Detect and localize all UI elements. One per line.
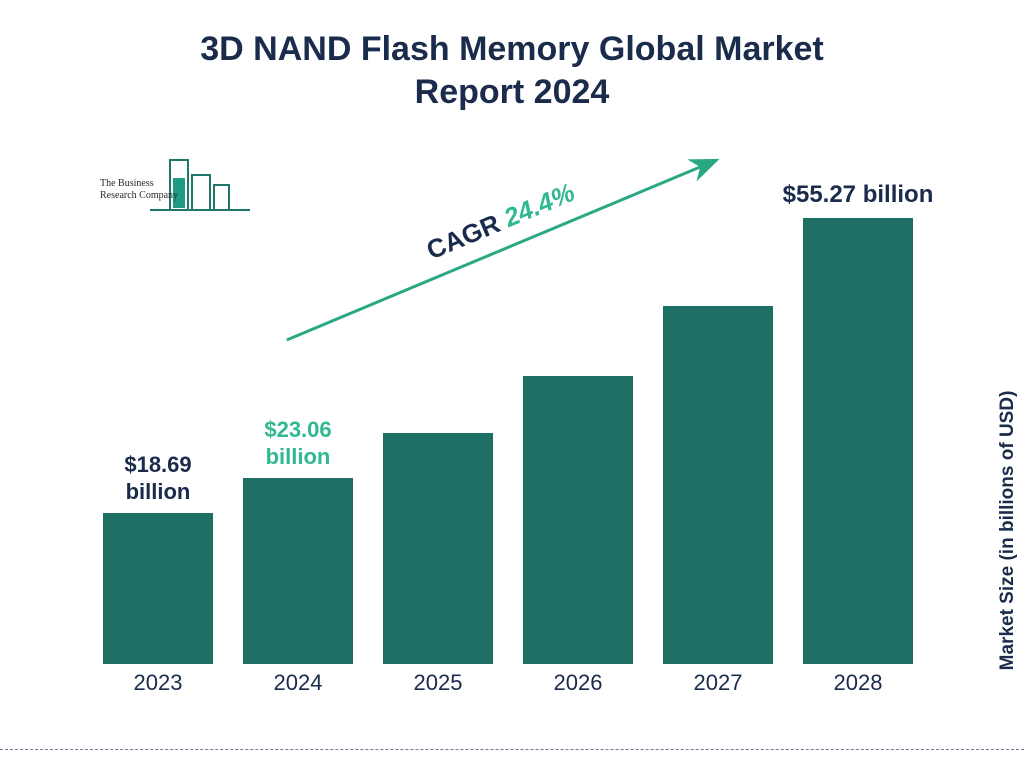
bar-2026 <box>523 376 633 664</box>
title-line1: 3D NAND Flash Memory Global Market <box>200 30 823 68</box>
bars-container: $18.69billion$23.06billion$55.27 billion <box>88 180 928 664</box>
bar-2028: $55.27 billion <box>803 218 913 664</box>
y-axis-label: Market Size (in billions of USD) <box>997 391 1019 671</box>
bar-rect-2023 <box>103 513 213 664</box>
title-line2: Report 2024 <box>415 73 610 111</box>
x-label-2023: 2023 <box>103 664 213 696</box>
bar-2025 <box>383 433 493 665</box>
bar-rect-2026 <box>523 376 633 664</box>
bar-rect-2024 <box>243 478 353 664</box>
x-label-2025: 2025 <box>383 664 493 696</box>
x-label-2024: 2024 <box>243 664 353 696</box>
chart-title: 3D NAND Flash Memory Global Market Repor… <box>0 28 1024 113</box>
bar-2027 <box>663 306 773 664</box>
x-label-2027: 2027 <box>663 664 773 696</box>
x-label-2028: 2028 <box>803 664 913 696</box>
bar-chart: $18.69billion$23.06billion$55.27 billion… <box>88 180 928 700</box>
bar-rect-2027 <box>663 306 773 664</box>
bar-value-label-2024: $23.06billion <box>233 417 363 470</box>
bar-2023: $18.69billion <box>103 513 213 664</box>
bar-value-label-2028: $55.27 billion <box>773 181 943 210</box>
bar-rect-2028 <box>803 218 913 664</box>
x-label-2026: 2026 <box>523 664 633 696</box>
bottom-divider <box>0 749 1024 750</box>
bar-value-label-2023: $18.69billion <box>93 452 223 505</box>
x-axis-labels: 2023 2024 2025 2026 2027 2028 <box>88 664 928 700</box>
bar-rect-2025 <box>383 433 493 665</box>
bar-2024: $23.06billion <box>243 478 353 664</box>
